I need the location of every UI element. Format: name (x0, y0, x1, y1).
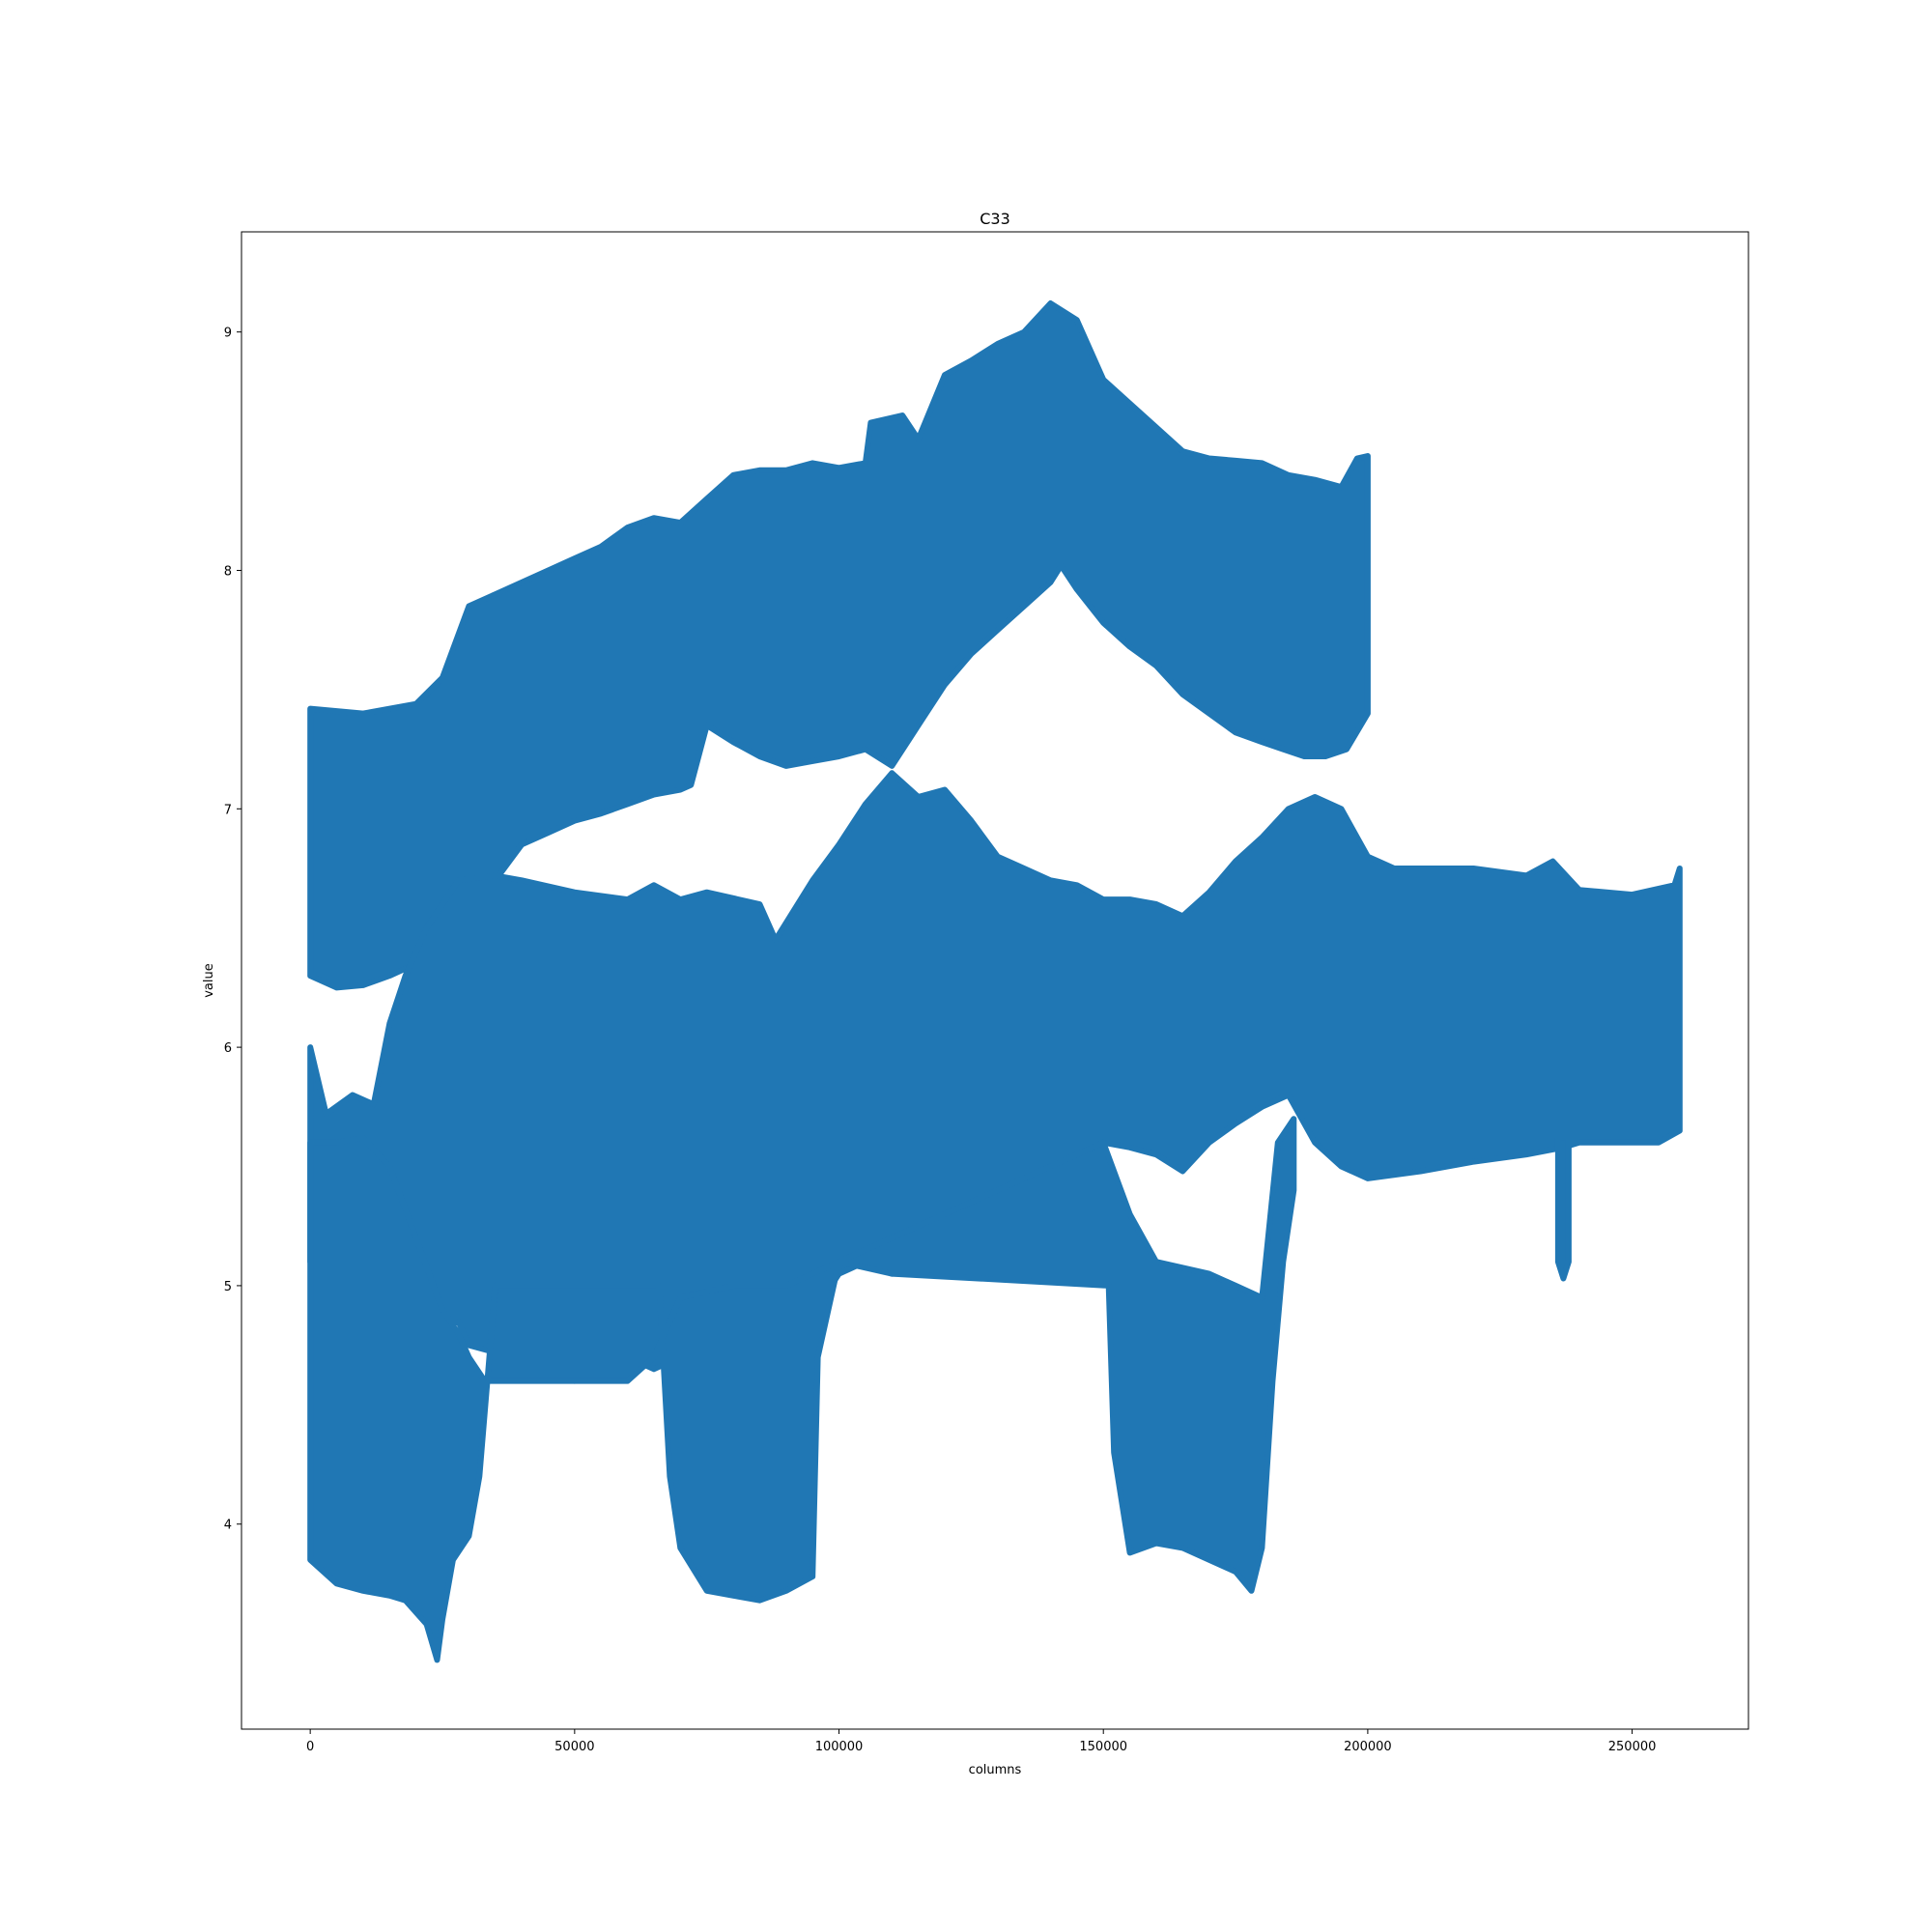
y-tick-label: 9 (224, 327, 232, 341)
x-tick-label: 50000 (554, 1740, 594, 1754)
x-axis: 0 50000 100000 150000 200000 250000 (306, 1729, 1656, 1754)
x-tick-label: 200000 (1344, 1740, 1392, 1754)
y-axis-label: value (202, 963, 216, 998)
x-tick-label: 0 (306, 1740, 314, 1754)
scatter-band-3 (307, 1116, 1297, 1663)
plot-area (307, 300, 1683, 1663)
scatter-band-1 (307, 300, 1371, 991)
x-tick-label: 250000 (1608, 1740, 1657, 1754)
y-tick-label: 4 (224, 1519, 232, 1533)
y-tick-label: 6 (224, 1041, 232, 1056)
chart-title: C33 (980, 210, 1010, 228)
y-axis: 4 5 6 7 8 9 (224, 327, 242, 1533)
scatter-band-4 (1554, 1134, 1572, 1282)
y-tick-label: 8 (224, 564, 232, 579)
x-axis-label: columns (969, 1763, 1022, 1777)
plot-frame (241, 231, 1749, 1730)
y-tick-label: 5 (224, 1280, 232, 1294)
x-tick-label: 100000 (815, 1740, 864, 1754)
x-tick-label: 150000 (1079, 1740, 1127, 1754)
y-tick-label: 7 (224, 803, 232, 817)
